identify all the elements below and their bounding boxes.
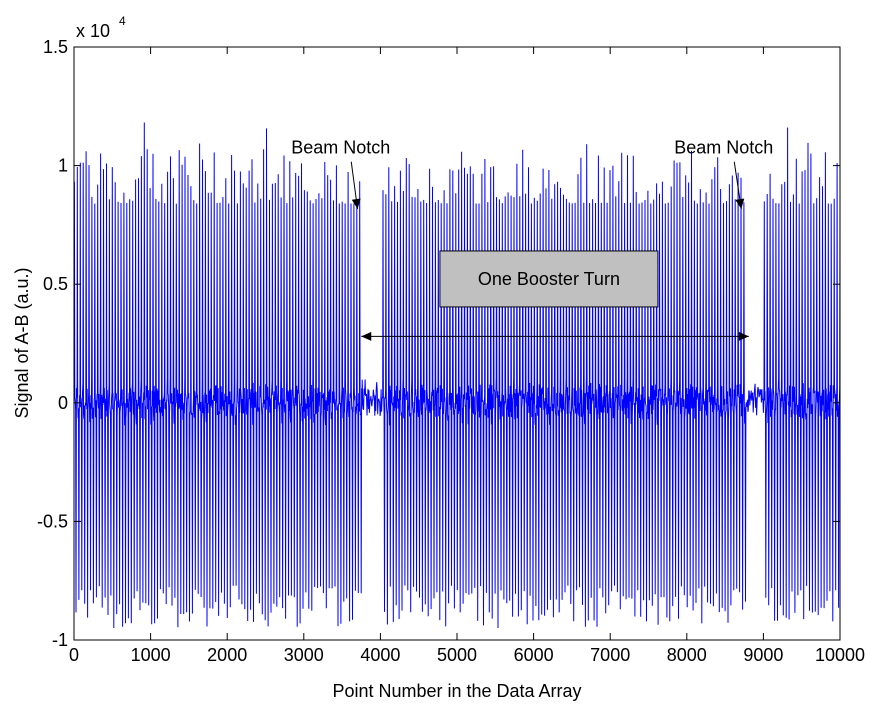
beam-notch-arrowhead <box>735 198 745 210</box>
y-tick-label: -0.5 <box>37 511 68 531</box>
signal-line <box>74 122 840 629</box>
y-exponent-power: 4 <box>119 14 126 28</box>
x-tick-label: 0 <box>69 645 79 665</box>
x-tick-label: 5000 <box>437 645 477 665</box>
y-exponent: x 10 4 <box>76 14 126 41</box>
annotations: Beam Notch Beam Notch One Booster Turn <box>291 138 773 341</box>
turn-span-arrowhead-left <box>361 331 372 341</box>
y-tick-label: 0 <box>58 393 68 413</box>
beam-notch-label: Beam Notch <box>674 138 773 158</box>
x-tick-label: 8000 <box>667 645 707 665</box>
x-tick-label: 1000 <box>131 645 171 665</box>
signal-series <box>74 122 840 629</box>
ticks: 0 1000 2000 3000 4000 5000 6000 7000 8000 9000 100… <box>37 37 865 665</box>
x-axis-label: Point Number in the Data Array <box>332 681 581 701</box>
x-tick-label: 3000 <box>284 645 324 665</box>
x-tick-label: 10000 <box>815 645 865 665</box>
turn-span-arrowhead-right <box>738 331 749 341</box>
y-tick-label: 0.5 <box>43 274 68 294</box>
x-tick-label: 6000 <box>514 645 554 665</box>
y-tick-label: 1.5 <box>43 37 68 57</box>
one-booster-turn-label: One Booster Turn <box>478 269 620 289</box>
x-tick-label: 2000 <box>207 645 247 665</box>
x-tick-label: 7000 <box>590 645 630 665</box>
beam-notch-arrowhead <box>351 198 361 210</box>
y-tick-label: 1 <box>58 156 68 176</box>
y-axis-label: Signal of A-B (a.u.) <box>12 267 32 418</box>
one-booster-turn-box <box>439 250 659 308</box>
y-tick-label: -1 <box>52 630 68 650</box>
beam-notch-label: Beam Notch <box>291 138 390 158</box>
x-tick-label: 9000 <box>743 645 783 665</box>
x-tick-label: 4000 <box>360 645 400 665</box>
y-exponent-base: x 10 <box>76 21 110 41</box>
